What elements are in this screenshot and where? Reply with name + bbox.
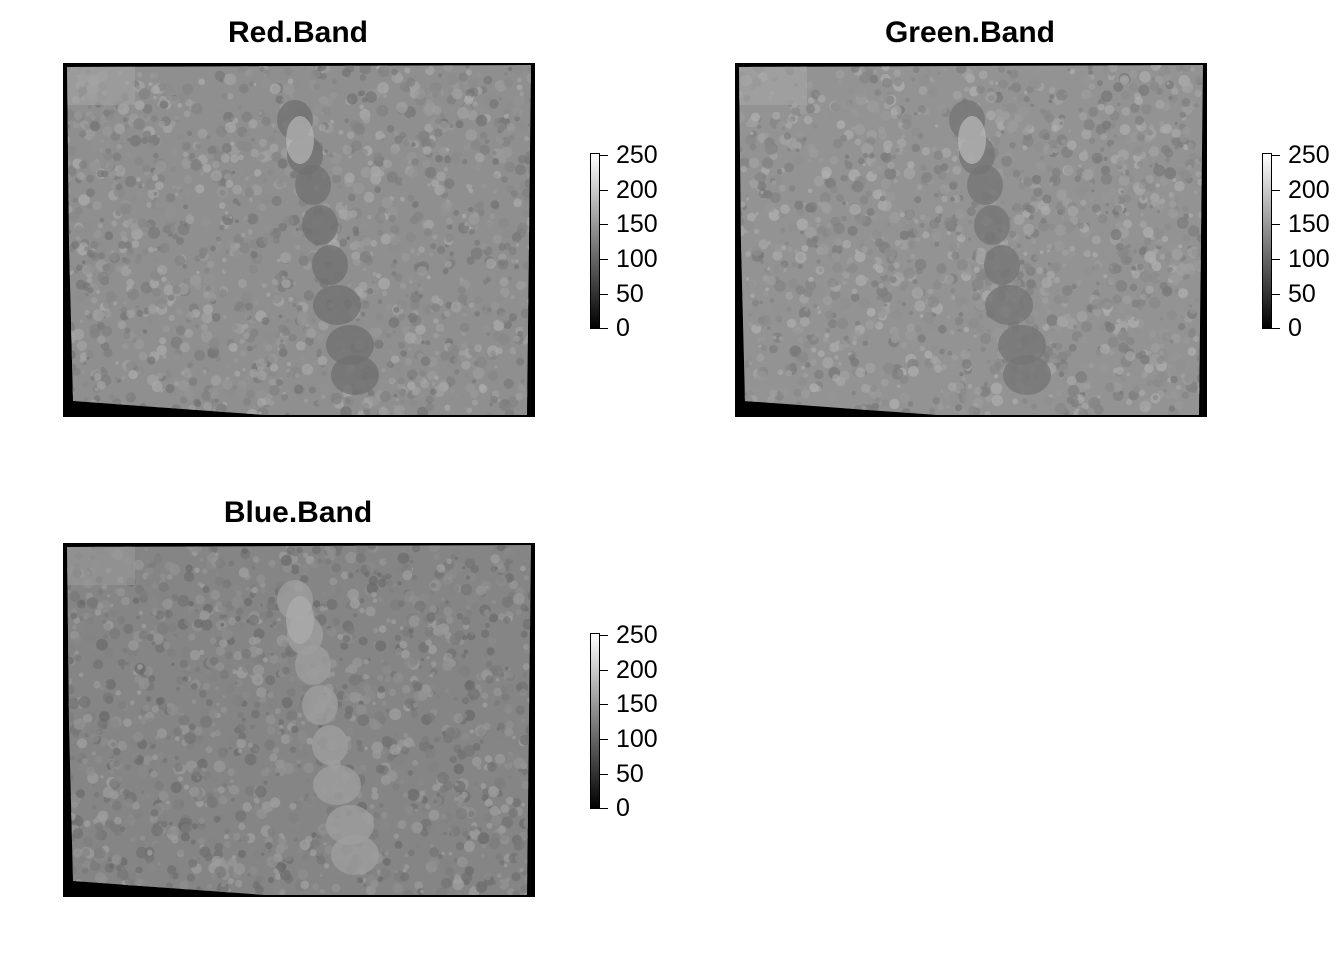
colorbar-tick <box>1271 224 1280 225</box>
colorbar-label: 200 <box>616 656 658 684</box>
colorbar-label: 250 <box>1288 141 1330 169</box>
colorbar-label: 150 <box>616 690 658 718</box>
colorbar-gradient <box>1262 153 1272 329</box>
green-band-raster <box>735 63 1207 417</box>
colorbar-tick <box>599 155 608 156</box>
colorbar-gradient <box>590 153 600 329</box>
colorbar-gradient <box>590 633 600 809</box>
colorbar-label: 250 <box>616 621 658 649</box>
colorbar-label: 200 <box>616 176 658 204</box>
colorbar-tick <box>599 328 608 329</box>
colorbar-tick <box>599 259 608 260</box>
colorbar-tick <box>599 635 608 636</box>
colorbar-label: 150 <box>616 210 658 238</box>
colorbar-label: 50 <box>1288 280 1316 308</box>
colorbar-tick <box>599 224 608 225</box>
colorbar-label: 0 <box>616 794 630 822</box>
colorbar-tick <box>599 774 608 775</box>
colorbar-tick <box>1271 155 1280 156</box>
blue-band-raster-image <box>67 545 531 895</box>
blue-band-title: Blue.Band <box>223 496 373 529</box>
red-band-title: Red.Band <box>227 16 368 49</box>
colorbar-tick <box>1271 328 1280 329</box>
colorbar-label: 50 <box>616 280 644 308</box>
colorbar-tick <box>599 808 608 809</box>
colorbar-tick <box>1271 259 1280 260</box>
colorbar-label: 0 <box>1288 314 1302 342</box>
colorbar-tick <box>599 190 608 191</box>
colorbar-tick <box>599 739 608 740</box>
colorbar-label: 100 <box>616 725 658 753</box>
red-band-raster <box>63 63 535 417</box>
red-band-raster-image <box>67 65 531 415</box>
colorbar-tick <box>1271 190 1280 191</box>
colorbar-label: 0 <box>616 314 630 342</box>
colorbar-tick <box>599 704 608 705</box>
colorbar-label: 50 <box>616 760 644 788</box>
colorbar-label: 250 <box>616 141 658 169</box>
colorbar-tick <box>599 294 608 295</box>
green-band-title: Green.Band <box>884 16 1056 49</box>
colorbar-label: 150 <box>1288 210 1330 238</box>
colorbar-label: 100 <box>1288 245 1330 273</box>
colorbar-tick <box>599 670 608 671</box>
blue-band-raster <box>63 543 535 897</box>
green-band-raster-image <box>739 65 1203 415</box>
colorbar-tick <box>1271 294 1280 295</box>
colorbar-label: 100 <box>616 245 658 273</box>
colorbar-label: 200 <box>1288 176 1330 204</box>
